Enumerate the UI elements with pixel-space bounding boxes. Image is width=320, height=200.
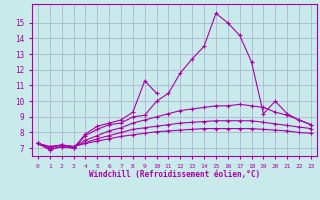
X-axis label: Windchill (Refroidissement éolien,°C): Windchill (Refroidissement éolien,°C) <box>89 170 260 179</box>
